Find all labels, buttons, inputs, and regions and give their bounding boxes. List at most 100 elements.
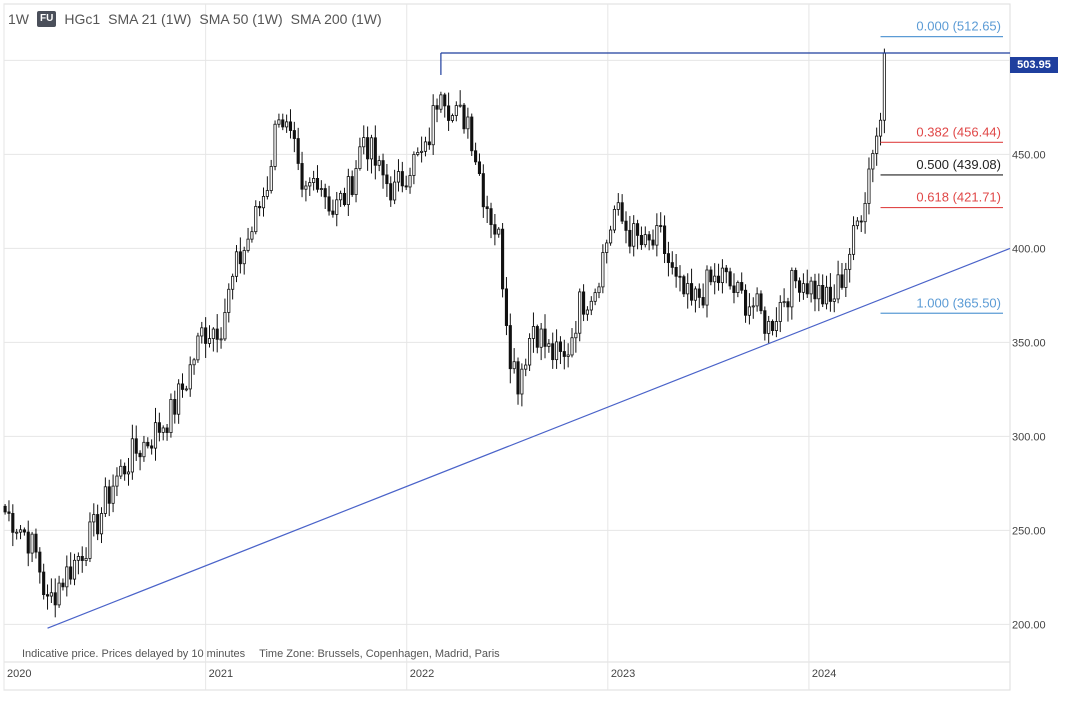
candle-body bbox=[169, 399, 173, 433]
candle bbox=[717, 263, 721, 291]
candle-body bbox=[628, 229, 632, 247]
candle-body bbox=[423, 141, 428, 152]
candle bbox=[34, 528, 38, 559]
candle-body bbox=[327, 196, 331, 212]
y-tick-label: 300.00 bbox=[1012, 431, 1046, 443]
candle bbox=[481, 164, 485, 218]
y-tick-label: 200.00 bbox=[1012, 619, 1046, 631]
candle bbox=[315, 165, 320, 193]
timeframe-selector[interactable]: 1W bbox=[8, 11, 29, 27]
candle-body bbox=[528, 338, 532, 366]
candle bbox=[801, 273, 805, 300]
candle bbox=[42, 563, 46, 600]
candle-body bbox=[705, 269, 709, 306]
candle-body bbox=[420, 150, 424, 153]
candle bbox=[678, 265, 682, 292]
candle bbox=[246, 227, 250, 253]
candle-body bbox=[180, 383, 185, 390]
candle-body bbox=[200, 327, 204, 337]
candle-body bbox=[389, 183, 393, 201]
candle bbox=[242, 246, 246, 275]
candle-body bbox=[878, 119, 883, 137]
candle bbox=[65, 555, 69, 597]
timezone-note: Time Zone: Brussels, Copenhagen, Madrid,… bbox=[259, 648, 500, 660]
candle-body bbox=[512, 361, 516, 370]
candle bbox=[126, 457, 131, 486]
candle bbox=[312, 170, 316, 191]
candle-body bbox=[566, 354, 570, 357]
candle bbox=[69, 552, 73, 585]
candle-body bbox=[285, 121, 289, 128]
candle bbox=[412, 151, 416, 185]
candle bbox=[420, 136, 424, 163]
candle-body bbox=[61, 582, 65, 588]
candle-body bbox=[624, 220, 628, 231]
candle-body bbox=[774, 321, 778, 331]
indicator-sma-21[interactable]: SMA 21 (1W) bbox=[108, 11, 192, 27]
candle-body bbox=[674, 266, 678, 277]
candle bbox=[493, 213, 497, 246]
candle bbox=[277, 113, 281, 128]
candle-body bbox=[435, 105, 439, 110]
candle bbox=[439, 91, 443, 113]
candle-body bbox=[701, 297, 705, 306]
candle-body bbox=[373, 137, 377, 166]
candle-body bbox=[836, 274, 840, 300]
candle bbox=[497, 227, 501, 238]
candle-body bbox=[524, 364, 528, 370]
candle-body bbox=[720, 267, 724, 284]
candle-body bbox=[246, 238, 250, 251]
candle bbox=[871, 149, 875, 183]
fib-level-label: 0.618 (421.71) bbox=[916, 190, 1001, 205]
fib-level-label: 0.382 (456.44) bbox=[916, 124, 1001, 139]
candle bbox=[258, 201, 262, 217]
candle bbox=[443, 92, 447, 118]
candle bbox=[558, 336, 562, 365]
candle-body bbox=[65, 566, 69, 588]
candle bbox=[520, 363, 524, 407]
candle bbox=[215, 314, 219, 353]
candle-body bbox=[184, 388, 188, 391]
candle bbox=[169, 393, 173, 438]
candle-body bbox=[848, 253, 852, 270]
candle bbox=[867, 157, 871, 215]
candle bbox=[146, 437, 150, 449]
x-tick-label: 2022 bbox=[410, 668, 434, 680]
candle-body bbox=[794, 270, 798, 282]
candle-body bbox=[161, 427, 165, 433]
candle bbox=[342, 187, 347, 207]
candle-body bbox=[477, 161, 482, 174]
candle bbox=[859, 215, 863, 233]
candle bbox=[130, 424, 134, 480]
symbol-label[interactable]: HGc1 bbox=[64, 11, 101, 27]
candle-body bbox=[142, 441, 146, 458]
candle bbox=[697, 283, 701, 309]
candle-body bbox=[138, 452, 142, 458]
candle bbox=[732, 273, 736, 304]
candle-body bbox=[254, 205, 258, 233]
candle-body bbox=[867, 168, 871, 204]
candle-body bbox=[443, 94, 447, 107]
candle-body bbox=[412, 154, 416, 176]
candle-body bbox=[427, 141, 431, 146]
candle bbox=[134, 425, 138, 461]
y-tick-label: 350.00 bbox=[1012, 337, 1046, 349]
candle-body bbox=[840, 274, 844, 288]
candle bbox=[142, 435, 146, 462]
candle-body bbox=[42, 571, 46, 596]
candle bbox=[474, 142, 478, 165]
candle-body bbox=[281, 119, 285, 128]
candle bbox=[663, 215, 667, 264]
indicator-sma-50[interactable]: SMA 50 (1W) bbox=[199, 11, 283, 27]
candle bbox=[447, 92, 451, 131]
candle-body bbox=[875, 135, 879, 154]
candle-body bbox=[693, 288, 697, 301]
indicator-sma-200[interactable]: SMA 200 (1W) bbox=[290, 11, 382, 27]
candle-body bbox=[231, 275, 235, 290]
candle bbox=[285, 114, 289, 133]
candle bbox=[381, 153, 385, 189]
candle-body bbox=[863, 202, 867, 223]
candle bbox=[300, 151, 304, 198]
candle-body bbox=[15, 531, 19, 534]
